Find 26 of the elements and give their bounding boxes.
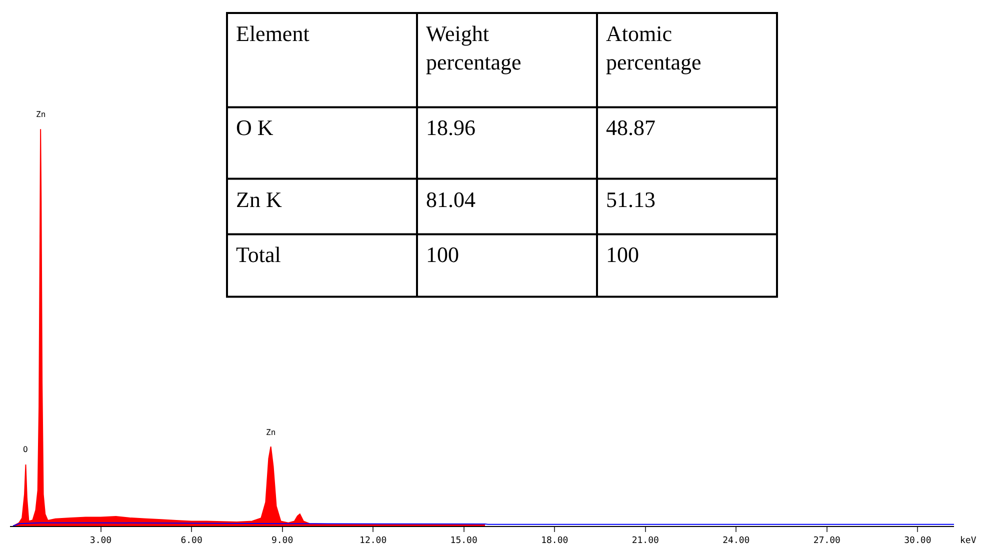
annotation: 18.96 xyxy=(426,115,476,140)
annotation: Zn xyxy=(266,428,276,437)
annotation: 100 xyxy=(606,242,639,267)
x-tick-label: 12.00 xyxy=(360,536,387,546)
x-tick-label: 15.00 xyxy=(450,536,478,546)
x-tick-label: 3.00 xyxy=(90,536,112,546)
annotation: 51.13 xyxy=(606,187,656,212)
annotation: O K xyxy=(236,115,274,140)
text: Element xyxy=(236,21,310,46)
x-tick-label: 27.00 xyxy=(813,536,840,546)
annotation: Total xyxy=(236,242,281,267)
x-tick-label: 24.00 xyxy=(722,536,750,546)
x-axis-title: keV xyxy=(960,536,977,546)
annotation: 100 xyxy=(426,242,459,267)
annotation: 48.87 xyxy=(606,115,656,140)
annotation: Zn K xyxy=(236,187,282,212)
x-tick-label: 6.00 xyxy=(180,536,202,546)
x-tick-label: 30.00 xyxy=(904,536,932,546)
text: Atomic percentage xyxy=(606,21,702,75)
x-tick-label: 21.00 xyxy=(632,536,659,546)
x-tick-label: 18.00 xyxy=(541,536,568,546)
annotation: O xyxy=(23,445,28,454)
text: Weight percentage xyxy=(426,21,522,75)
x-tick-label: 9.00 xyxy=(271,536,294,546)
annotation: Zn xyxy=(36,110,46,119)
annotation: 81.04 xyxy=(426,187,476,212)
